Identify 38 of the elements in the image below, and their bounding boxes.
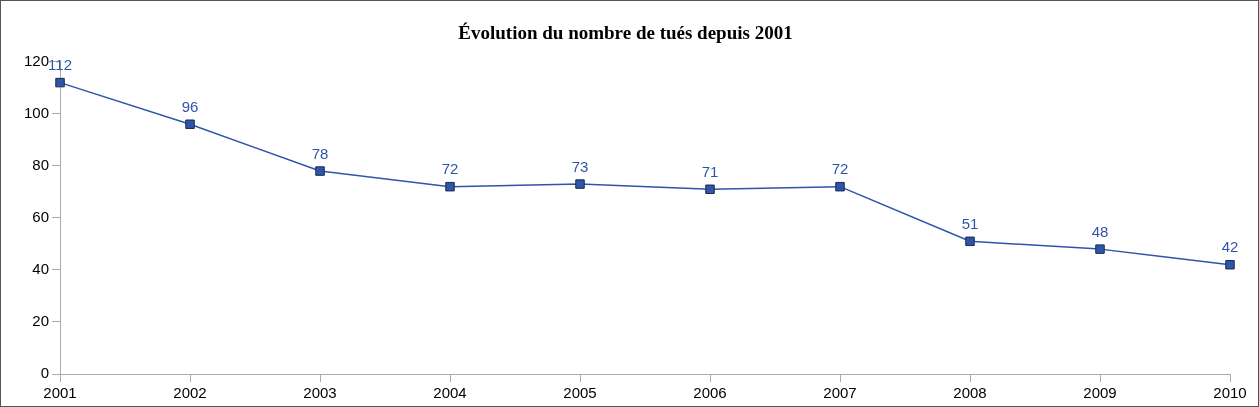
data-label: 42 [1221, 238, 1239, 256]
x-tick-label: 2002 [173, 384, 207, 402]
y-tick-label: 60 [32, 208, 50, 226]
point [835, 181, 845, 192]
point [1095, 244, 1105, 254]
x-tick-label: 2005 [563, 384, 597, 402]
x-tick-label: 2001 [43, 384, 77, 402]
x-tick-label: 2007 [823, 384, 857, 402]
data-label: 96 [181, 97, 199, 115]
point [705, 184, 715, 195]
point [55, 77, 65, 88]
x-tick-label: 2010 [1213, 384, 1247, 402]
chart-title: Évolution du nombre de tués depuis 2001 [458, 22, 793, 44]
data-label: 71 [701, 162, 719, 180]
data-label: 112 [48, 56, 72, 74]
data-label: 72 [441, 160, 459, 178]
point [965, 236, 975, 247]
y-tick-label: 0 [40, 364, 50, 382]
data-label: 72 [831, 160, 849, 178]
point [1225, 259, 1235, 270]
point [315, 166, 325, 176]
point [575, 179, 585, 189]
x-tick-label: 2008 [953, 384, 987, 402]
x-tick-label: 2003 [303, 384, 337, 402]
y-tick-label: 120 [24, 51, 50, 69]
y-tick-label: 20 [32, 312, 50, 330]
x-tick-label: 2004 [433, 384, 467, 402]
data-label: 73 [571, 157, 589, 175]
y-tick-label: 40 [32, 260, 50, 278]
y-tick-label: 100 [24, 103, 50, 121]
data-label: 48 [1091, 222, 1109, 240]
data-label: 78 [311, 144, 329, 162]
data-label: 51 [961, 214, 979, 232]
point [445, 181, 455, 192]
x-tick-label: 2006 [693, 384, 727, 402]
point [185, 119, 195, 129]
x-tick-label: 2009 [1083, 384, 1117, 402]
y-tick-label: 80 [32, 156, 50, 174]
